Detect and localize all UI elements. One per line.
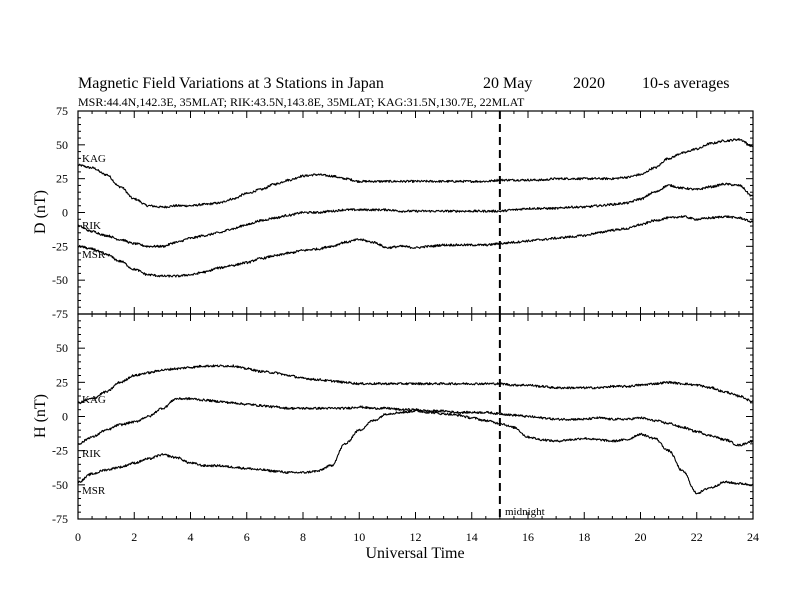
y-tick-label: -75 <box>52 307 68 321</box>
series-label-msr: MSR <box>82 249 106 261</box>
x-tick-label: 14 <box>466 530 478 544</box>
y-tick-label: 0 <box>62 206 68 220</box>
y-tick-label: 25 <box>56 172 68 186</box>
y-tick-label: -25 <box>52 239 68 253</box>
series-line-kag <box>77 137 754 209</box>
series-line-kag <box>77 364 754 405</box>
x-tick-label: 20 <box>635 530 647 544</box>
series-line-msr <box>77 215 754 278</box>
x-axis-label: Universal Time <box>365 545 464 562</box>
x-tick-label: 0 <box>75 530 81 544</box>
chart-title-year: 2020 <box>573 75 605 92</box>
panel-frame <box>77 110 754 315</box>
y-axis-label-d: D (nT) <box>32 190 49 234</box>
series-label-rik: RIK <box>82 448 101 460</box>
series-label-rik: RIK <box>82 220 101 232</box>
y-tick-label: -75 <box>52 512 68 526</box>
series-label-kag: KAG <box>82 394 106 406</box>
panel-d: 75 50 25 0 -25 -50 -75 KAG RIK MSR <box>52 104 754 321</box>
series-label-kag: KAG <box>82 153 106 165</box>
y-tick-label: -25 <box>52 444 68 458</box>
station-info-subtitle: MSR:44.4N,142.3E, 35MLAT; RIK:43.5N,143.… <box>78 95 525 109</box>
panel-frame <box>77 313 754 520</box>
x-tick-label: 2 <box>131 530 137 544</box>
x-tick-label: 24 <box>747 530 759 544</box>
x-tick-label: 16 <box>522 530 534 544</box>
y-tick-label: 25 <box>56 375 68 389</box>
y-tick-label: -50 <box>52 478 68 492</box>
x-tick-label: 4 <box>188 530 194 544</box>
x-tick-label: 18 <box>578 530 590 544</box>
panels-layer: 75 50 25 0 -25 -50 -75 KAG RIK MSR 50 25 0 -25 -50 -75 0… <box>52 104 759 544</box>
midnight-label: midnight <box>505 506 545 518</box>
y-tick-label: 75 <box>56 104 68 118</box>
x-tick-label: 6 <box>244 530 250 544</box>
x-tick-label: 10 <box>353 530 365 544</box>
chart-title: Magnetic Field Variations at 3 Stations … <box>78 75 384 92</box>
y-tick-label: -50 <box>52 273 68 287</box>
chart-title-date: 20 May <box>483 75 532 92</box>
y-tick-label: 50 <box>56 341 68 355</box>
x-tick-label: 22 <box>691 530 703 544</box>
x-tick-label: 8 <box>300 530 306 544</box>
series-label-msr: MSR <box>82 485 106 497</box>
y-tick-label: 0 <box>62 410 68 424</box>
series-line-msr <box>77 409 754 495</box>
series-line-rik <box>77 182 754 248</box>
y-tick-label: 50 <box>56 138 68 152</box>
x-tick-label: 12 <box>410 530 422 544</box>
chart-title-averaging: 10-s averages <box>642 75 730 92</box>
y-axis-label-h: H (nT) <box>32 394 49 438</box>
